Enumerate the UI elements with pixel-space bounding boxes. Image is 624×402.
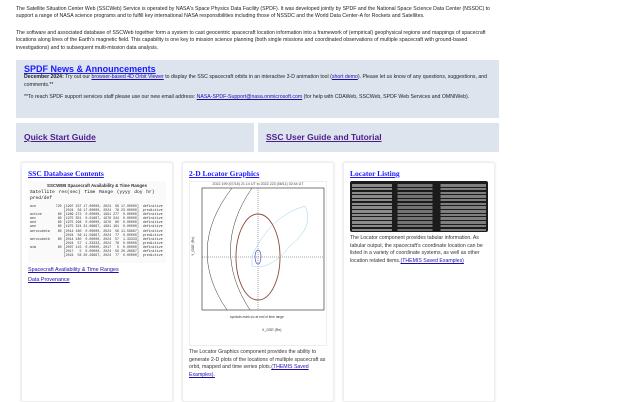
listing-description: The Locator component provides tabular i… (350, 235, 488, 265)
table-row: active 60 [1989 272 0.00000, 1991 277 0.… (30, 212, 163, 217)
news-text: (for help with CDAWeb, SSCWeb, SPDF Web … (302, 94, 470, 101)
table-row: aee 60 [1975 324 21.06667, 1981 161 0.00… (30, 224, 163, 229)
graphics-desc-text: The Locator Graphics component provides … (189, 349, 326, 371)
listing-row-graphic (352, 195, 486, 198)
user-guide-panel: SSC User Guide and Tutorial (258, 123, 499, 152)
intro-paragraph-2: The software and associated database of … (16, 30, 486, 51)
news-text: to display the SSC spacecraft orbits in … (163, 74, 332, 81)
table-row: [2024 56 11.56667, 2024 77 0.00000] pred… (30, 232, 163, 237)
graphics-description: The Locator Graphics component provides … (189, 349, 327, 379)
listing-desc-text: The Locator component provides tabular i… (350, 235, 483, 264)
table-header: Satellite res(sec) Time Range (yyyy doy … (30, 190, 155, 201)
listing-row-graphic (352, 206, 486, 209)
locator-plot: 2022 199 (07/18) 21:14 UT to 2022 223 (0… (189, 181, 327, 346)
plot-ylabel: Y_GSE (Re) (191, 237, 195, 256)
locator-listing-image (350, 181, 488, 232)
graphics-card-title[interactable]: 2-D Locator Graphics (189, 169, 260, 178)
listing-row-graphic (352, 199, 486, 202)
graphics-card: 2-D Locator Graphics 2022 199 (07/18) 21… (182, 162, 334, 402)
listing-card: Locator Listing The Locator component pr… (343, 162, 495, 402)
database-card-title[interactable]: SSC Database Contents (28, 169, 104, 178)
magnetopause-curve (230, 187, 253, 311)
table-row: aerocubetb 60 [2014 180 0.00000, 2024 57… (30, 236, 163, 241)
news-text: ). Please let us know of any questions, … (24, 74, 488, 88)
table-row: [2017 5 0.00000, 2024 56 20.26667] defin… (30, 249, 163, 254)
plot-frame (201, 187, 325, 311)
table-row: aec 60 [1975 351 0.01667, 1978 344 0.000… (30, 216, 163, 221)
table-title: SSCWEB Spacecraft Availability & Time Ra… (47, 183, 147, 188)
listing-row-graphic (352, 221, 486, 224)
quick-start-guide-link[interactable]: Quick Start Guide (24, 132, 96, 142)
quick-start-panel: Quick Start Guide (16, 123, 254, 152)
themis-examples-link[interactable]: (THEMIS Saved Examples) (400, 257, 464, 264)
listing-row-graphic (352, 217, 486, 220)
table-row: [2024 56 17.00000, 2024 78 23.00000] pre… (30, 208, 163, 213)
table-row: [2024 57 1.33333, 2024 78 0.00000] predi… (30, 240, 163, 245)
listing-card-title[interactable]: Locator Listing (350, 169, 400, 178)
intro-paragraph-1: The Satellite Situation Center Web (SSCW… (16, 6, 490, 20)
support-email-link[interactable]: NASA-SPDF-Support@nasa.onmicrosoft.com (196, 94, 303, 101)
table-row: aerocubeta 60 [2014 180 0.00000, 2024 56… (30, 228, 163, 233)
plot-title: 2022 199 (07/18) 21:14 UT to 2022 223 (0… (212, 182, 304, 186)
listing-row-graphic (352, 228, 486, 231)
availability-table: SSCWEB Spacecraft Availability & Time Ra… (28, 181, 166, 263)
database-card: SSC Database Contents SSCWEB Spacecraft … (21, 162, 173, 402)
table-row: aim 60 [2007 115 0.00000, 2017 5 0.00000… (30, 244, 163, 249)
table-row: [2024 56 20.26667, 2024 77 0.00000] pred… (30, 253, 163, 258)
news-text: **To reach SPDF support services staff p… (24, 94, 197, 101)
inner-orbit (254, 249, 262, 265)
table-row: ace 720 [1997 237 17.00000, 2024 56 17.0… (30, 204, 163, 208)
plot-svg: X_GSE (Re) Y_GSE (Re) symbols mark s/c a… (191, 187, 325, 332)
news-title[interactable]: SPDF News & Announcements (24, 64, 156, 74)
listing-row-graphic (352, 187, 486, 191)
news-date: December 2024: (24, 74, 64, 81)
listing-row-graphic (352, 210, 486, 213)
user-guide-link[interactable]: SSC User Guide and Tutorial (266, 132, 382, 142)
listing-row-graphic (352, 202, 486, 206)
bow-shock-curve (207, 187, 233, 311)
listing-row-graphic (352, 213, 486, 217)
listing-row-graphic (352, 224, 486, 228)
availability-link[interactable]: Spacecraft Availability & Time Ranges (28, 267, 119, 273)
short-demo-link[interactable]: short demo (331, 74, 358, 81)
orbit-viewer-link[interactable]: browser-based 4D Orbit Viewer (91, 74, 164, 81)
data-provenance-link[interactable]: Data Provenance (28, 277, 70, 283)
plot-xlabel: X_GSE (Re) (262, 328, 281, 332)
spacecraft-orbit (251, 205, 309, 268)
table-row: aed 60 [1975 298 0.00000, 1976 60 0.0000… (30, 220, 163, 225)
listing-row-graphic (352, 191, 486, 195)
news-text: Try out our (63, 74, 92, 81)
themis-examples-link[interactable]: (THEMIS Saved Examples). (189, 364, 309, 378)
listing-row-graphic (352, 184, 486, 187)
news-panel: SPDF News & Announcements December 2024:… (16, 60, 499, 118)
plot-legend: symbols mark s/c at end of time range (230, 315, 284, 319)
